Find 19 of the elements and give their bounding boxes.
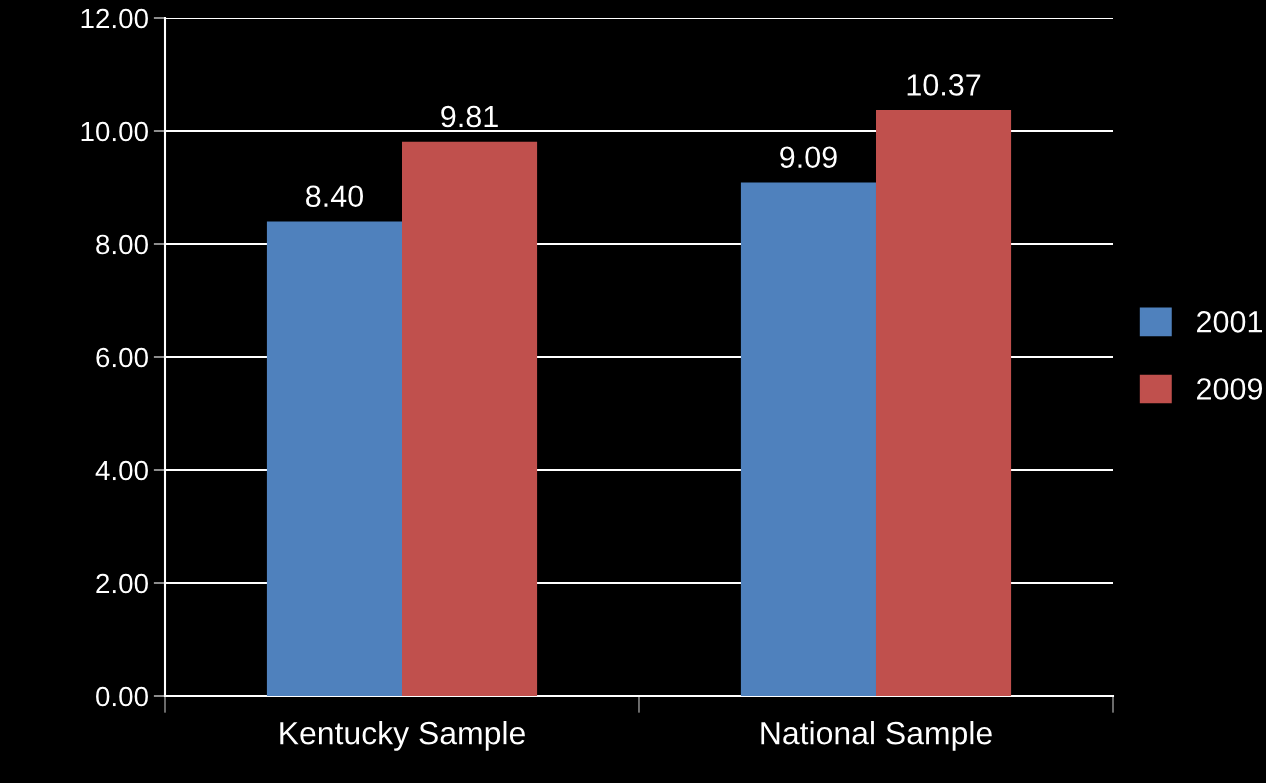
- x-tick-label: Kentucky Sample: [280, 721, 525, 751]
- y-tick-label: 0.00: [96, 686, 148, 707]
- y-tick-label: 12.00: [81, 8, 148, 29]
- bar: [266, 221, 402, 696]
- y-tick-label: 10.00: [81, 121, 148, 142]
- x-tick-label: National Sample: [761, 721, 992, 751]
- bar: [740, 182, 876, 696]
- data-label: 9.81: [441, 105, 498, 128]
- y-tick-label: 4.00: [95, 460, 148, 481]
- data-label: 10.37: [907, 74, 981, 96]
- y-tick-label: 8.00: [96, 234, 148, 255]
- bar: [402, 141, 538, 696]
- bar: [876, 110, 1012, 696]
- data-label: 8.40: [306, 185, 363, 208]
- legend-label: 2009: [1197, 378, 1263, 400]
- legend-label: 2001: [1197, 310, 1262, 333]
- data-label: 9.09: [780, 146, 837, 169]
- y-tick-label: 6.00: [96, 347, 148, 368]
- y-tick-label: 2.00: [96, 573, 148, 594]
